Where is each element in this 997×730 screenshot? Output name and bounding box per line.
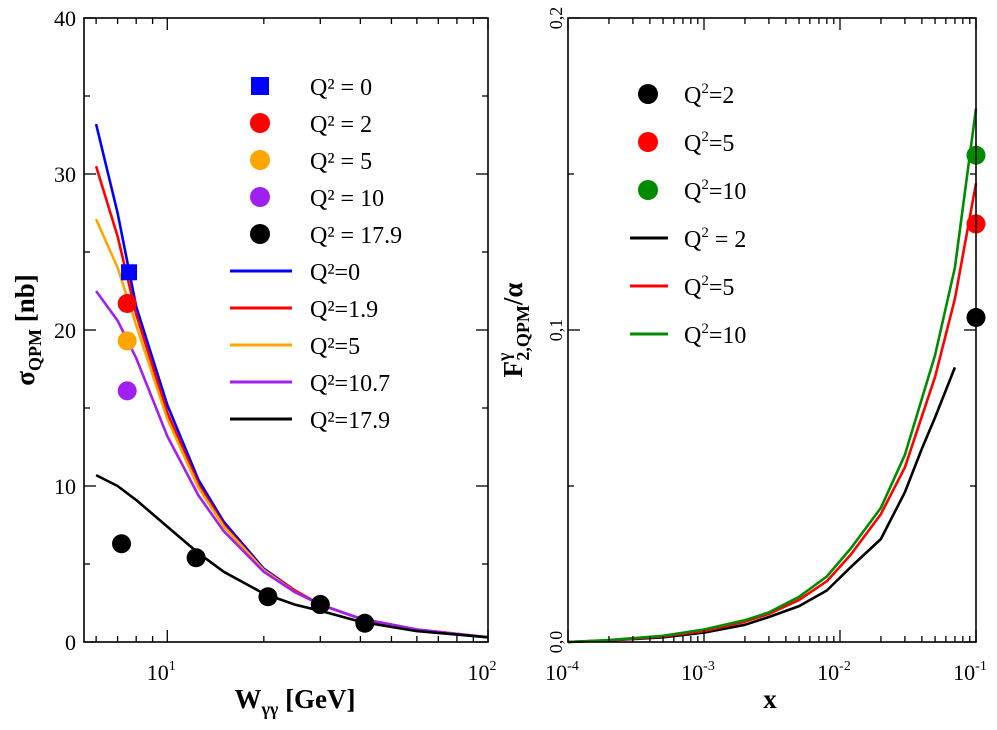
right-lines	[567, 108, 978, 644]
data-marker-square	[121, 264, 138, 281]
legend-label: Q2=2	[684, 81, 734, 109]
right-y-axis-label: Fγ2,QPM/α	[494, 283, 533, 378]
label-sup: 2	[701, 129, 709, 145]
legend-marker-circle	[250, 113, 270, 133]
legend-label: Q2=5	[684, 129, 734, 157]
label-sup: 2	[701, 273, 709, 289]
left-legend: Q² = 0 Q² = 2 Q² = 5 Q² = 10 Q² = 17.9 Q²=0 Q…	[230, 75, 402, 434]
legend-marker-square	[251, 77, 269, 95]
legend-label: Q2=10	[684, 177, 746, 205]
label-sup: 2	[701, 321, 709, 337]
series-line	[95, 290, 489, 639]
label-base: Q	[684, 323, 701, 349]
label-base: Q	[684, 131, 701, 157]
data-marker-circle	[112, 534, 132, 554]
label-sup: 2	[701, 225, 709, 241]
legend-label: Q2=5	[684, 273, 734, 301]
label-base: 10	[147, 660, 169, 685]
x-tick-label: 10-4	[545, 659, 579, 685]
legend-label: Q² = 5	[310, 149, 372, 175]
series-line	[95, 473, 489, 639]
label-sup: -2	[839, 659, 851, 674]
label-base: 10	[468, 660, 490, 685]
legend-label: Q² = 2	[310, 112, 372, 138]
legend-marker-circle	[638, 132, 658, 152]
series-line	[94, 218, 489, 639]
x-tick-label: 10-2	[817, 659, 851, 685]
y-tick-label: 0	[65, 630, 76, 655]
legend-label: Q² = 0	[310, 75, 372, 101]
label-sup: -1	[975, 659, 987, 674]
label-sup: 2	[701, 81, 709, 97]
data-marker-circle	[258, 587, 278, 607]
plot-frame	[567, 17, 977, 643]
legend-marker-circle	[638, 84, 658, 104]
y-tick-label: 40	[54, 6, 76, 31]
left-x-axis-label: Wγγ [GeV]	[234, 684, 355, 719]
data-marker-circle	[310, 595, 330, 615]
left-y-axis-label: σQPM [nb]	[10, 274, 45, 385]
right-axes: 10-4 10-3 10-2 10-10,00,10,2	[545, 7, 987, 685]
legend-marker-circle	[250, 150, 270, 170]
label-base: 10	[545, 660, 567, 685]
legend-marker-circle	[638, 180, 658, 200]
legend-label: Q2 = 2	[684, 225, 746, 253]
label-sup: -3	[703, 659, 715, 674]
legend-marker-circle	[250, 224, 270, 244]
label-sup: 2	[490, 659, 497, 674]
legend-label: Q²=10.7	[310, 371, 390, 397]
legend-marker-circle	[250, 187, 270, 207]
data-marker-circle	[186, 548, 206, 568]
label-base: 10	[953, 660, 975, 685]
legend-label: Q²=0	[310, 260, 360, 286]
label-base: 10	[817, 660, 839, 685]
y-tick-label: 0,0	[546, 631, 566, 654]
x-tick-label: 10-3	[681, 659, 715, 685]
label-base: 10	[681, 660, 703, 685]
y-tick-label: 0,1	[546, 319, 566, 342]
legend-label: Q2=10	[684, 321, 746, 349]
label-base: Q	[684, 227, 701, 253]
legend-label: Q²=17.9	[310, 408, 390, 434]
label-rest: =10	[709, 323, 747, 349]
label-rest: =5	[709, 275, 735, 301]
y-tick-label: 0,2	[546, 7, 566, 30]
series-line	[567, 183, 978, 644]
left-markers	[112, 264, 375, 633]
data-marker-circle	[355, 613, 375, 633]
label-rest: =10	[709, 179, 747, 205]
legend-label: Q²=1.9	[310, 297, 378, 323]
label-rest: =5	[709, 131, 735, 157]
label-sup: -4	[567, 659, 579, 674]
legend-label: Q² = 17.9	[310, 223, 402, 249]
y-tick-label: 30	[54, 162, 76, 187]
right-x-axis-label: x	[763, 684, 777, 714]
label-base: Q	[684, 83, 701, 109]
data-marker-circle	[117, 331, 137, 351]
y-tick-label: 20	[54, 318, 76, 343]
label-base: Q	[684, 179, 701, 205]
legend-label: Q²=5	[310, 334, 360, 360]
data-marker-circle	[117, 381, 137, 401]
label-sup: 2	[701, 177, 709, 193]
data-marker-circle	[117, 293, 137, 313]
x-tick-label: 102	[468, 659, 497, 685]
y-tick-label: 10	[54, 474, 76, 499]
x-tick-label: 101	[147, 659, 176, 685]
label-base: Q	[684, 275, 701, 301]
series-line	[567, 366, 957, 644]
right-panel: 10-4 10-3 10-2 10-10,00,10,2 Q2=2Q2=5Q2=10Q…	[494, 7, 987, 714]
label-rest: =2	[709, 83, 735, 109]
legend-label: Q² = 10	[310, 186, 384, 212]
label-sup: 1	[169, 659, 176, 674]
series-line	[567, 108, 978, 644]
x-tick-label: 10-1	[953, 659, 987, 685]
label-rest: = 2	[709, 227, 747, 253]
left-lines	[94, 123, 489, 639]
